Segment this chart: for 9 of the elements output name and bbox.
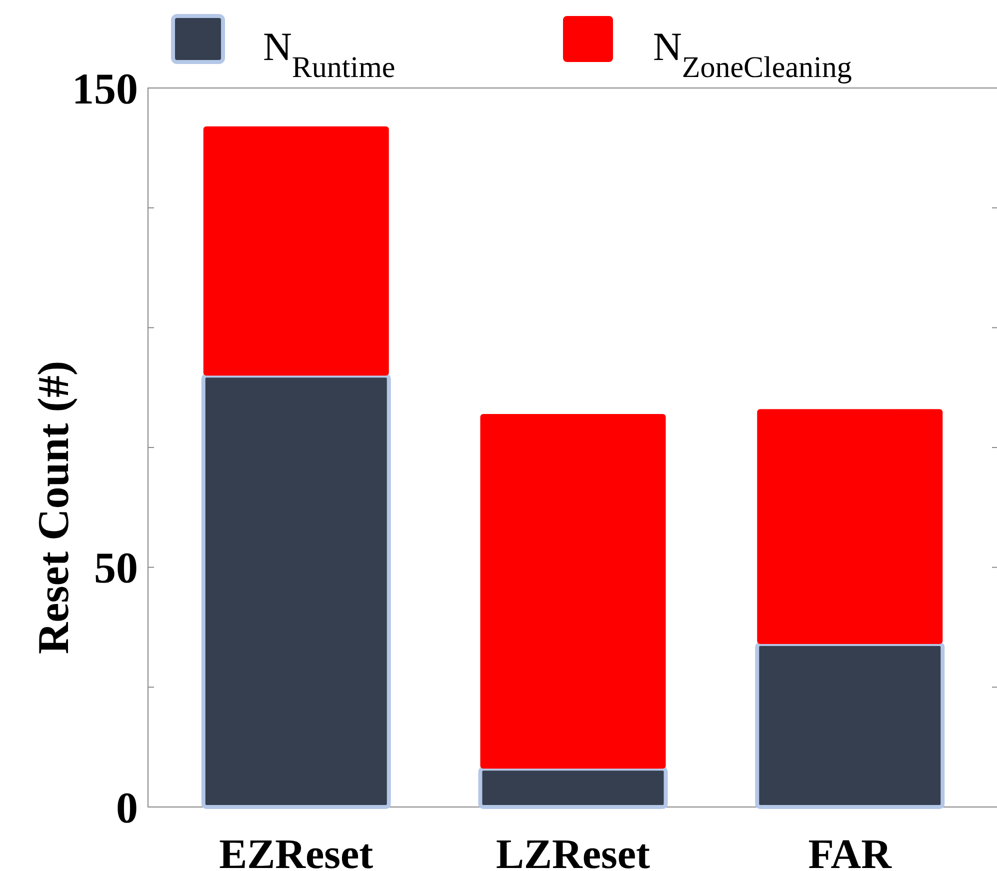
legend-label: N$_{Runtime}$ [263,24,396,84]
y-tick-label: 0 [116,783,138,832]
x-tick-label: EZReset [219,832,374,871]
y-tick-label: 50 [94,544,138,593]
x-tick-label: LZReset [496,832,650,871]
y-tick-label: 150 [72,64,138,114]
y-axis-title: Reset Count (#) [29,360,78,654]
x-tick-label: FAR [808,832,892,871]
legend-label: N$_{ZoneCleaning}$ [653,24,852,84]
